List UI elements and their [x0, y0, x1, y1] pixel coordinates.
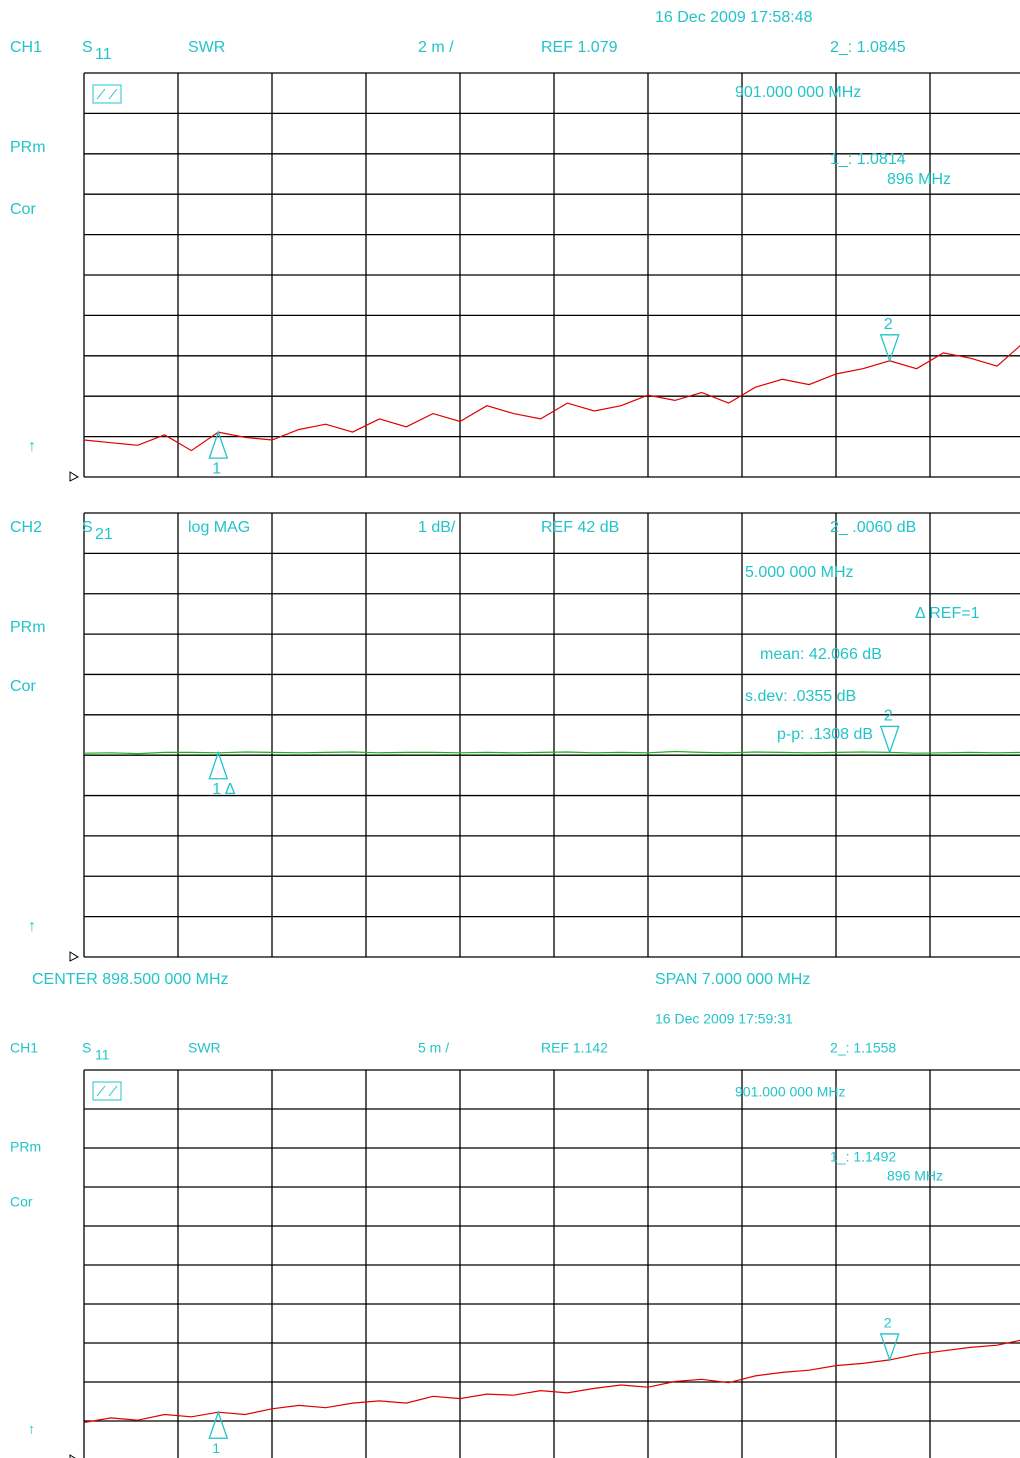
status-icon	[92, 1081, 122, 1101]
scale: 1 dB/	[418, 519, 456, 536]
format: SWR	[188, 39, 225, 56]
marker-label: 1	[212, 460, 221, 477]
status-icon-glyph	[96, 1085, 118, 1097]
status-icon	[92, 84, 122, 104]
marker-label: 1 Δ	[212, 781, 235, 798]
reference: REF 1.142	[541, 1040, 608, 1056]
parameter-sub: 11	[95, 1047, 110, 1063]
annotation: 1_: 1.1492	[830, 1149, 896, 1165]
channel: CH2	[10, 519, 42, 536]
annotation: p-p: .1308 dB	[777, 726, 873, 743]
parameter: S	[82, 39, 93, 56]
ref-arrow: ↑	[28, 1421, 35, 1437]
trace	[83, 345, 1020, 452]
timestamp: 16 Dec 2009 17:59:31	[655, 1011, 793, 1027]
marker	[208, 1410, 229, 1439]
marker	[208, 750, 229, 780]
marker-label: 1	[212, 1440, 220, 1456]
marker	[879, 1333, 900, 1362]
ref-arrow: ↑	[28, 438, 36, 455]
format: SWR	[188, 1040, 221, 1056]
ref-position-mark	[69, 471, 80, 482]
ref-position-mark	[69, 951, 80, 962]
annotation: 896 MHz	[887, 171, 951, 188]
annotation: 1_: 1.0814	[830, 151, 906, 168]
trace	[83, 1339, 1020, 1424]
marker	[208, 430, 229, 459]
marker-readout: 2_: 1.1558	[830, 1040, 896, 1056]
scale: 5 m /	[418, 1040, 449, 1056]
trace	[83, 750, 1020, 755]
marker-label: 2	[884, 708, 893, 725]
marker-label: 2	[884, 316, 893, 333]
ref-arrow: ↑	[28, 918, 36, 935]
marker	[879, 725, 900, 755]
channel: CH1	[10, 1040, 38, 1056]
timestamp: 16 Dec 2009 17:58:48	[655, 9, 813, 26]
scale: 2 m /	[418, 39, 454, 56]
footer-label: CENTER 898.500 000 MHz	[32, 971, 229, 988]
reference: REF 42 dB	[541, 519, 619, 536]
parameter-sub: 21	[95, 526, 113, 543]
side-label: Cor	[10, 1194, 33, 1210]
annotation: 5.000 000 MHz	[745, 564, 854, 581]
marker-label: 2	[884, 1315, 892, 1331]
reference: REF 1.079	[541, 39, 618, 56]
annotation: 901.000 000 MHz	[735, 84, 861, 101]
side-label: PRm	[10, 139, 46, 156]
footer-label: SPAN 7.000 000 MHz	[655, 971, 810, 988]
marker	[879, 334, 900, 363]
marker-readout: 2_ .0060 dB	[830, 519, 916, 536]
parameter: S	[82, 1040, 91, 1056]
parameter-sub: 11	[95, 46, 112, 63]
side-label: Cor	[10, 201, 36, 218]
annotation: Δ REF=1	[915, 605, 980, 622]
side-label: PRm	[10, 619, 46, 636]
marker-readout: 2_: 1.0845	[830, 39, 906, 56]
parameter: S	[82, 519, 93, 536]
annotation: mean: 42.066 dB	[760, 646, 882, 663]
format: log MAG	[188, 519, 250, 536]
side-label: PRm	[10, 1139, 41, 1155]
status-icon-glyph	[96, 88, 118, 100]
annotation: s.dev: .0355 dB	[745, 688, 856, 705]
channel: CH1	[10, 39, 42, 56]
annotation: 896 MHz	[887, 1168, 943, 1184]
side-label: Cor	[10, 678, 36, 695]
annotation: 901.000 000 MHz	[735, 1084, 846, 1100]
